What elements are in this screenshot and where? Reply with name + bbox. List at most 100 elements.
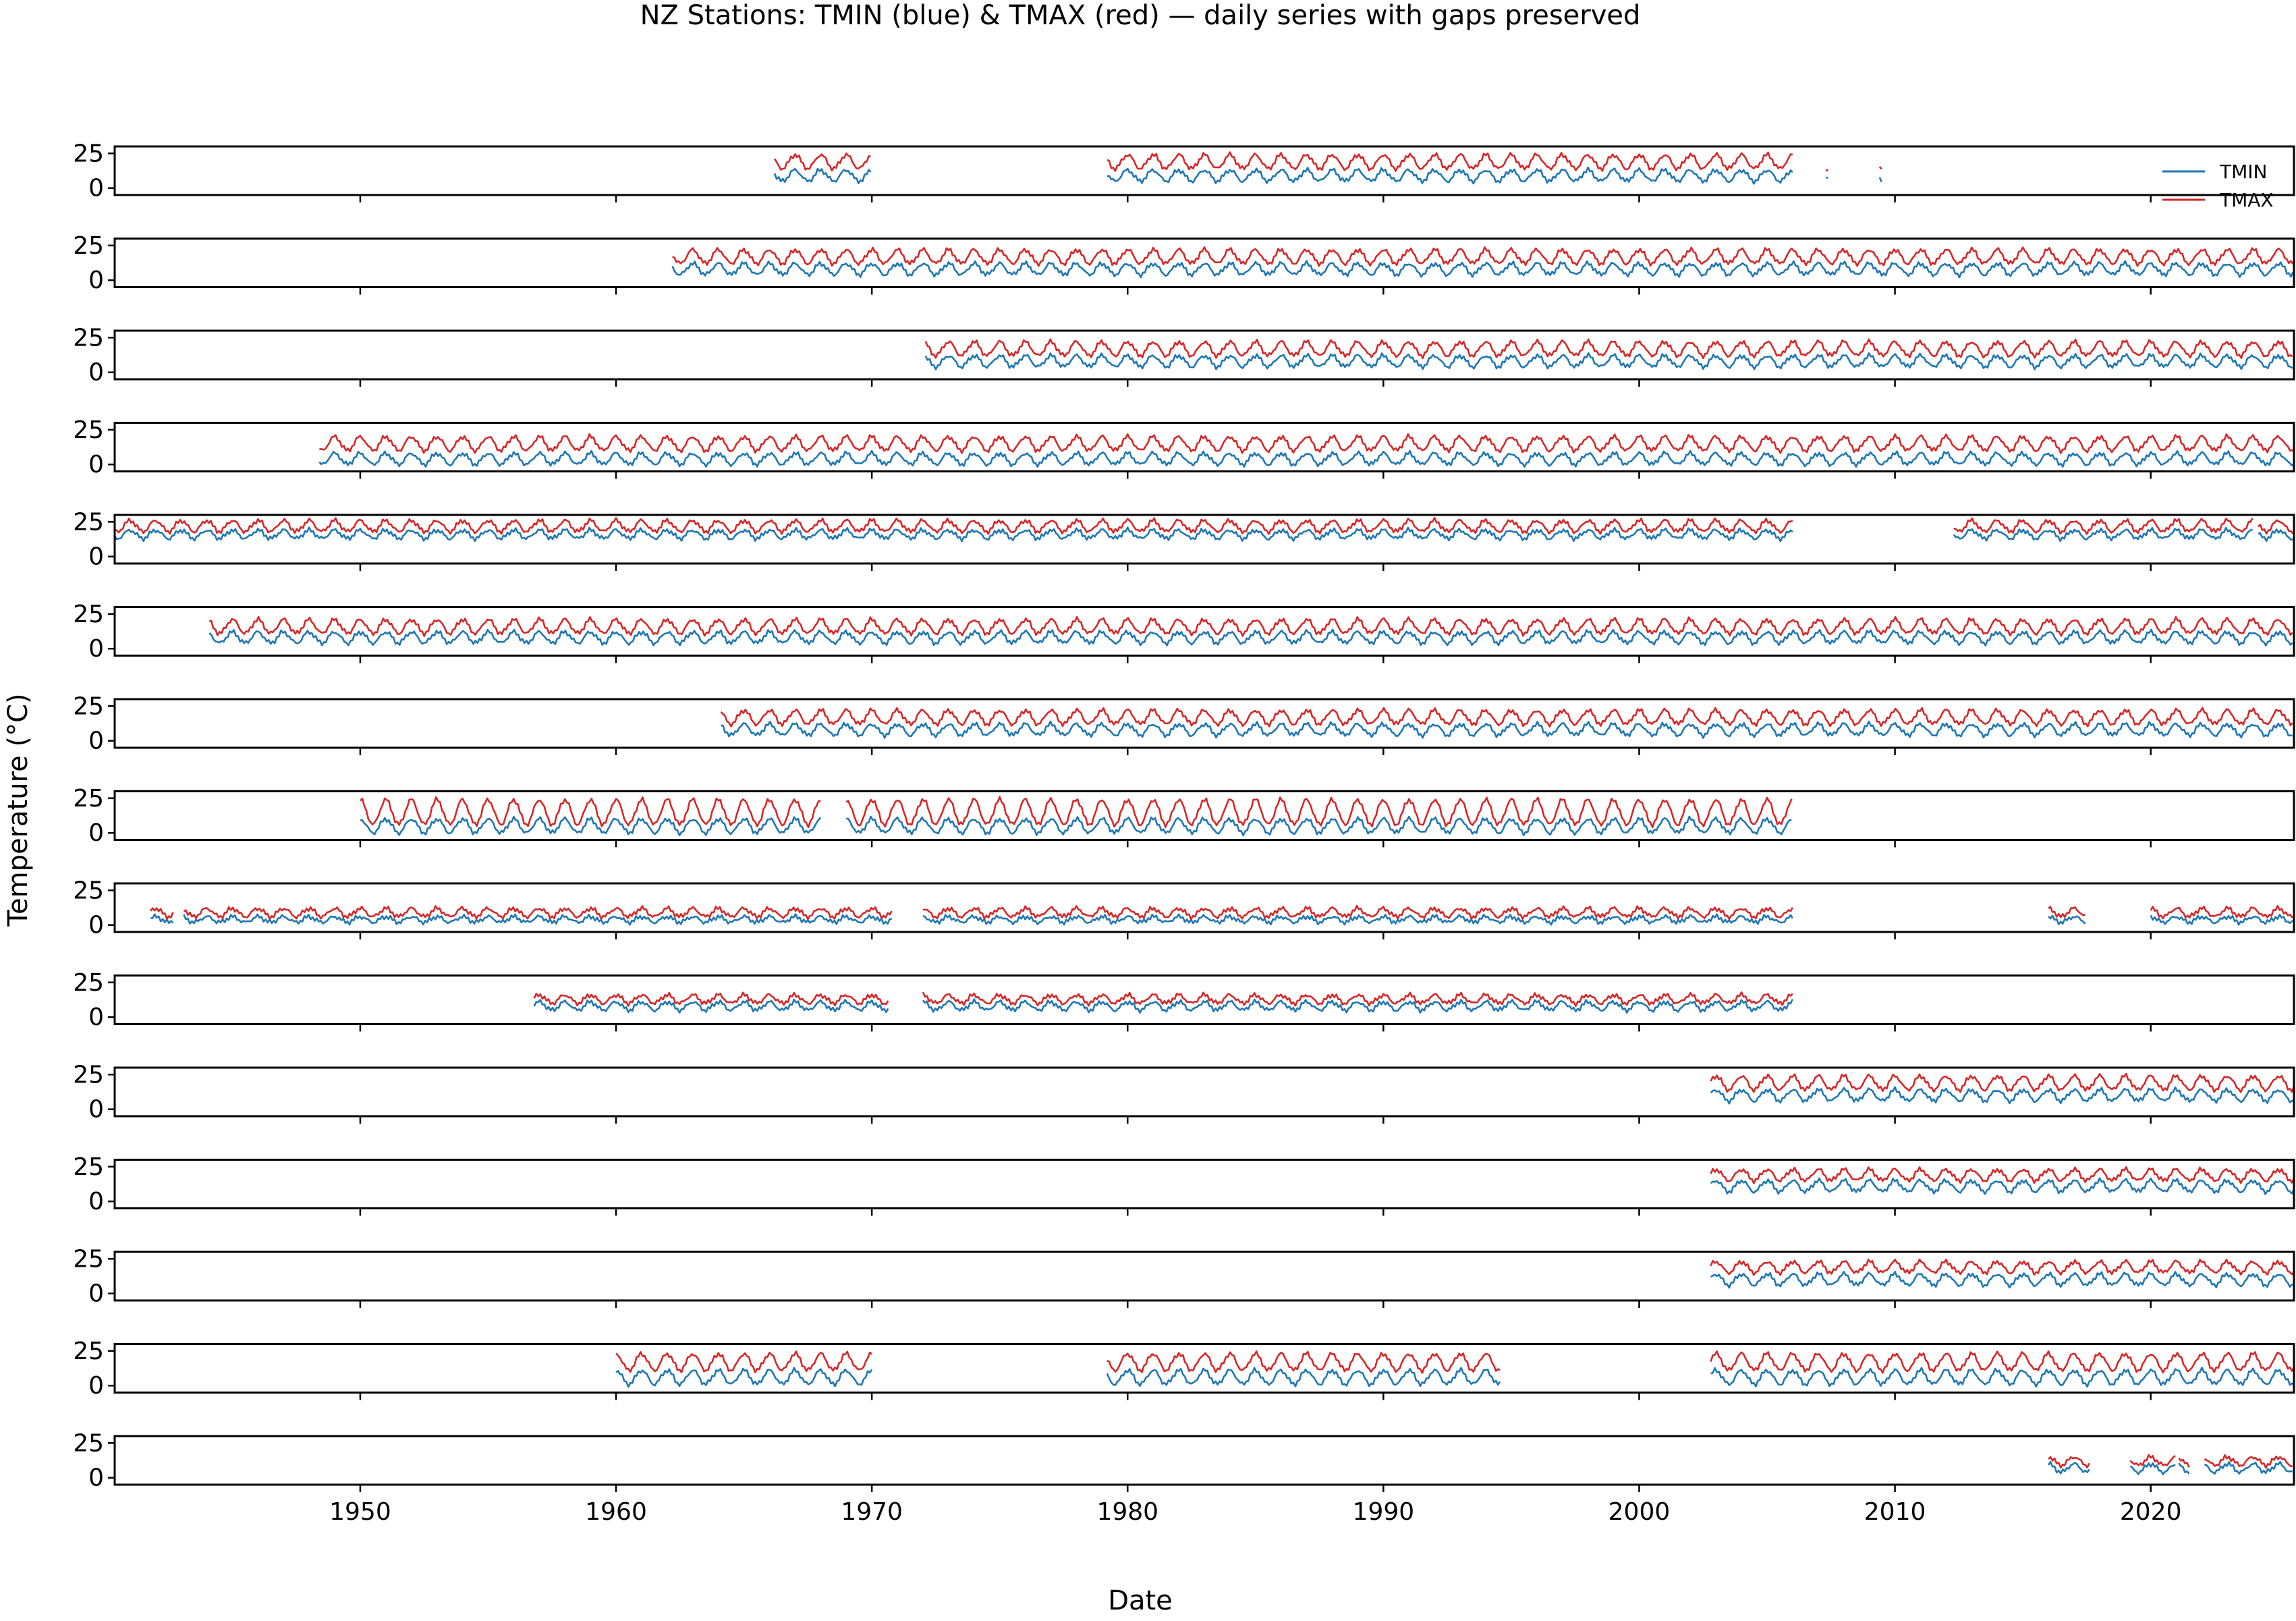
tmin-series-line: [1878, 177, 1883, 183]
y-tick-label: 0: [88, 1280, 104, 1308]
y-tick-label: 25: [73, 508, 104, 536]
y-tick-label: 0: [88, 267, 104, 294]
panel-frame: [113, 882, 2295, 933]
tmax-series-line: [672, 246, 2294, 267]
tmax-series-line: [2204, 1454, 2293, 1469]
y-tick-label: 0: [88, 1188, 104, 1215]
y-tick-label: 25: [73, 1061, 104, 1089]
tmax-series-line: [150, 907, 174, 920]
tmin-series-line: [2048, 914, 2086, 925]
legend-label: TMAX: [2219, 189, 2274, 211]
panel-frame: [113, 238, 2295, 288]
panel-frame: [113, 1435, 2295, 1486]
tmax-series-line: [773, 153, 871, 172]
station-panel: 025: [73, 1061, 2295, 1124]
station-panel: 025: [73, 1153, 2295, 1216]
y-tick-label: 0: [88, 727, 104, 755]
tmin-series-line: [2258, 528, 2293, 542]
station-panel: 025: [73, 140, 2295, 202]
tmax-series-line: [922, 991, 1793, 1007]
y-tick-label: 0: [88, 1464, 104, 1492]
tmin-series-line: [845, 815, 1792, 837]
y-tick-label: 25: [73, 601, 104, 628]
station-panel: 025: [73, 232, 2295, 295]
tmax-series-line: [1107, 1350, 1501, 1374]
y-tick-label: 25: [73, 969, 104, 997]
tmin-series-line: [183, 913, 892, 926]
tmax-series-line: [1107, 151, 1793, 172]
x-tick-label: 2020: [2120, 1498, 2182, 1526]
tmin-series-line: [113, 526, 1793, 543]
tmax-series-line: [2129, 1454, 2176, 1466]
y-tick-label: 0: [88, 912, 104, 939]
tmin-series-line: [1106, 1367, 1501, 1388]
tmax-series-line: [2048, 906, 2085, 918]
x-tick-label: 1990: [1353, 1498, 1415, 1526]
station-panel: 025: [73, 1245, 2295, 1308]
tmin-series-line: [150, 913, 174, 925]
station-panel: 025: [73, 416, 2295, 479]
tmax-series-line: [615, 1350, 872, 1373]
tmax-series-line: [922, 904, 1794, 921]
tmin-series-line: [2150, 914, 2295, 926]
tmin-series-line: [773, 167, 872, 184]
y-tick-label: 25: [73, 1429, 104, 1457]
y-tick-label: 0: [88, 1372, 104, 1400]
tmin-series-line: [1710, 1086, 2295, 1105]
tmin-series-line: [208, 628, 2293, 647]
tmin-series-line: [2178, 1462, 2190, 1475]
y-tick-label: 0: [88, 175, 104, 202]
tmin-series-line: [2204, 1461, 2293, 1475]
x-tick-label: 1970: [841, 1498, 903, 1526]
tmax-series-line: [845, 796, 1793, 829]
x-tick-label: 1980: [1096, 1498, 1158, 1526]
y-tick-label: 0: [88, 1096, 104, 1124]
tmin-series-line: [924, 352, 2293, 370]
tmin-series-line: [1825, 176, 1828, 180]
panel-frame: [113, 790, 2295, 841]
tmin-series-line: [615, 1367, 873, 1388]
tmin-series-line: [671, 260, 2294, 279]
panel-frame: [113, 1251, 2295, 1302]
tmin-series-line: [533, 998, 889, 1014]
y-tick-label: 25: [73, 877, 104, 904]
y-tick-label: 25: [73, 324, 104, 352]
y-tick-label: 25: [73, 416, 104, 444]
tmax-series-line: [1710, 1072, 2295, 1093]
tmax-series-line: [533, 991, 889, 1007]
tmax-series-line: [359, 796, 821, 828]
panel-frame: [113, 1066, 2295, 1118]
station-panel: 025: [73, 508, 2295, 571]
chart-title: NZ Stations: TMIN (blue) & TMAX (red) — …: [640, 0, 1641, 31]
tmin-series-line: [360, 815, 822, 837]
y-tick-label: 25: [73, 140, 104, 167]
panel-frame: [113, 329, 2295, 381]
station-panel: 025: [73, 785, 2295, 848]
y-tick-label: 25: [73, 785, 104, 813]
y-tick-label: 25: [73, 1338, 104, 1365]
x-tick-label: 1960: [585, 1498, 647, 1526]
tmax-series-line: [2048, 1456, 2090, 1469]
tmax-series-line: [1710, 1166, 2295, 1184]
tmax-series-line: [1710, 1259, 2295, 1276]
tmax-series-line: [1710, 1350, 2295, 1374]
tmax-series-line: [1953, 517, 2253, 535]
tmax-series-line: [183, 905, 893, 921]
x-tick-label: 1950: [329, 1498, 391, 1526]
tmin-series-line: [318, 449, 2295, 468]
tmin-series-line: [2129, 1462, 2176, 1475]
tmin-series-line: [2048, 1460, 2090, 1475]
tmin-series-line: [721, 720, 2293, 739]
tmax-series-line: [720, 707, 2293, 727]
tmin-series-line: [1107, 166, 1793, 185]
tmin-series-line: [1710, 1271, 2295, 1289]
tmax-series-line: [209, 615, 2293, 637]
x-tick-label: 2000: [1608, 1498, 1671, 1526]
panel-frame: [113, 1159, 2295, 1209]
tmax-series-line: [2150, 904, 2295, 920]
panel-frame: [113, 422, 2295, 472]
station-panel: 0 25 1950 1960 1970 1980 1990 2000 2010 2020: [73, 1429, 2295, 1526]
tmax-series-line: [1825, 169, 1829, 172]
